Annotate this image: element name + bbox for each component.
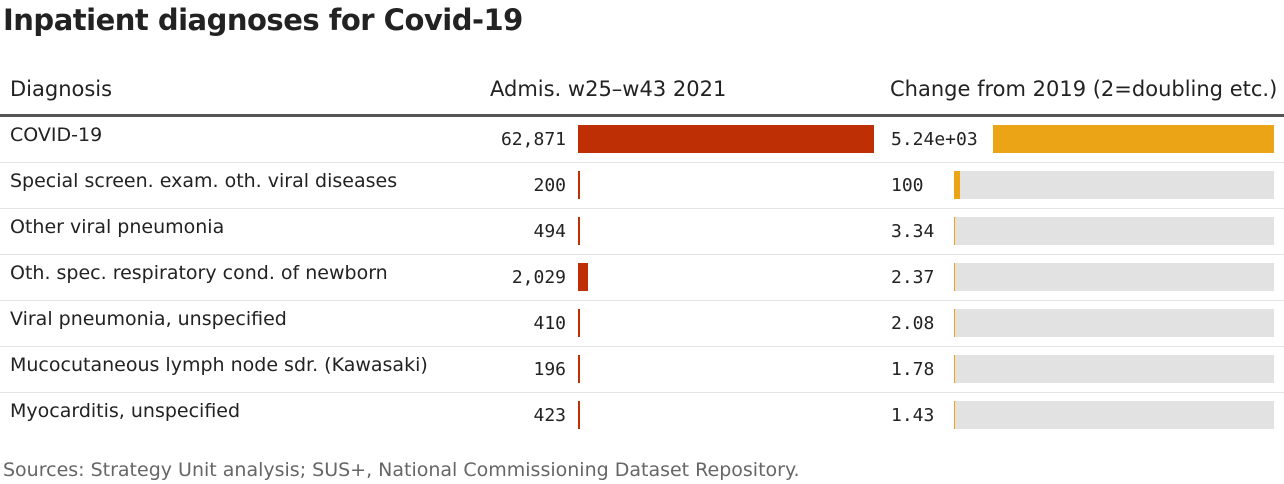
header-diagnosis: Diagnosis xyxy=(10,77,113,101)
table-row: Oth. spec. respiratory cond. of newborn 2… xyxy=(0,255,1284,301)
diagnoses-table: Diagnosis Admis. w25–w43 2021 Change fro… xyxy=(0,66,1284,438)
change-bar xyxy=(954,309,955,337)
table-row: Myocarditis, unspecified 423 1.43 xyxy=(0,393,1284,438)
change-bar xyxy=(954,263,955,291)
admissions-value: 494 xyxy=(533,221,566,242)
admissions-value: 196 xyxy=(533,359,566,380)
admissions-bar xyxy=(578,355,580,383)
change-value: 2.37 xyxy=(891,267,935,288)
diagnosis-label: Mucocutaneous lymph node sdr. (Kawasaki) xyxy=(10,354,428,376)
diagnosis-label: Viral pneumonia, unspecified xyxy=(10,308,287,330)
change-track xyxy=(954,171,1274,199)
change-track xyxy=(954,217,1274,245)
source-note: Sources: Strategy Unit analysis; SUS+, N… xyxy=(3,459,800,481)
table-row: Mucocutaneous lymph node sdr. (Kawasaki)… xyxy=(0,347,1284,393)
admissions-value: 200 xyxy=(533,175,566,196)
table-row: Special screen. exam. oth. viral disease… xyxy=(0,163,1284,209)
header-change: Change from 2019 (2=doubling etc.) xyxy=(890,77,1278,101)
admissions-value: 62,871 xyxy=(500,129,566,150)
change-track xyxy=(954,355,1274,383)
chart-title: Inpatient diagnoses for Covid-19 xyxy=(3,3,523,37)
table-header: Diagnosis Admis. w25–w43 2021 Change fro… xyxy=(0,66,1284,117)
change-bar xyxy=(954,217,955,245)
admissions-bar xyxy=(578,217,581,245)
change-track xyxy=(954,309,1274,337)
change-bar xyxy=(954,355,955,383)
change-value: 5.24e+03 xyxy=(891,129,978,150)
admissions-value: 423 xyxy=(533,405,566,426)
change-value: 1.78 xyxy=(891,359,935,380)
diagnosis-label: Special screen. exam. oth. viral disease… xyxy=(10,170,398,192)
diagnosis-label: Other viral pneumonia xyxy=(10,216,225,238)
admissions-bar xyxy=(578,171,580,199)
change-value: 2.08 xyxy=(891,313,935,334)
change-bar xyxy=(992,125,1274,153)
change-bar xyxy=(954,171,961,199)
admissions-value: 410 xyxy=(533,313,566,334)
table-row: Other viral pneumonia 494 3.34 xyxy=(0,209,1284,255)
admissions-bar xyxy=(578,125,874,153)
change-value: 1.43 xyxy=(891,405,935,426)
admissions-bar xyxy=(578,401,580,429)
diagnosis-label: Myocarditis, unspecified xyxy=(10,400,241,422)
change-bar xyxy=(954,401,955,429)
admissions-bar xyxy=(578,263,588,291)
diagnosis-label: COVID-19 xyxy=(10,124,103,146)
diagnosis-label: Oth. spec. respiratory cond. of newborn xyxy=(10,262,388,284)
admissions-bar xyxy=(578,309,580,337)
table-row: Viral pneumonia, unspecified 410 2.08 xyxy=(0,301,1284,347)
change-value: 100 xyxy=(891,175,924,196)
table-row: COVID-19 62,871 5.24e+03 xyxy=(0,117,1284,163)
change-track xyxy=(954,401,1274,429)
change-track xyxy=(992,125,1274,153)
table-body: COVID-19 62,871 5.24e+03 Special screen. ex… xyxy=(0,117,1284,438)
header-admissions: Admis. w25–w43 2021 xyxy=(490,77,727,101)
admissions-value: 2,029 xyxy=(511,267,566,288)
change-value: 3.34 xyxy=(891,221,935,242)
change-track xyxy=(954,263,1274,291)
